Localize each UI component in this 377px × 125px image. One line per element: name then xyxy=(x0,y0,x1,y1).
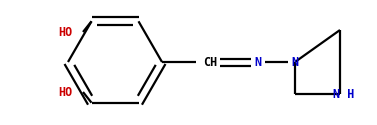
Text: N H: N H xyxy=(333,88,355,101)
Text: CH: CH xyxy=(203,56,217,68)
Text: N: N xyxy=(254,56,262,68)
Text: N: N xyxy=(291,56,299,68)
Text: HO: HO xyxy=(58,26,72,38)
Text: HO: HO xyxy=(58,86,72,98)
